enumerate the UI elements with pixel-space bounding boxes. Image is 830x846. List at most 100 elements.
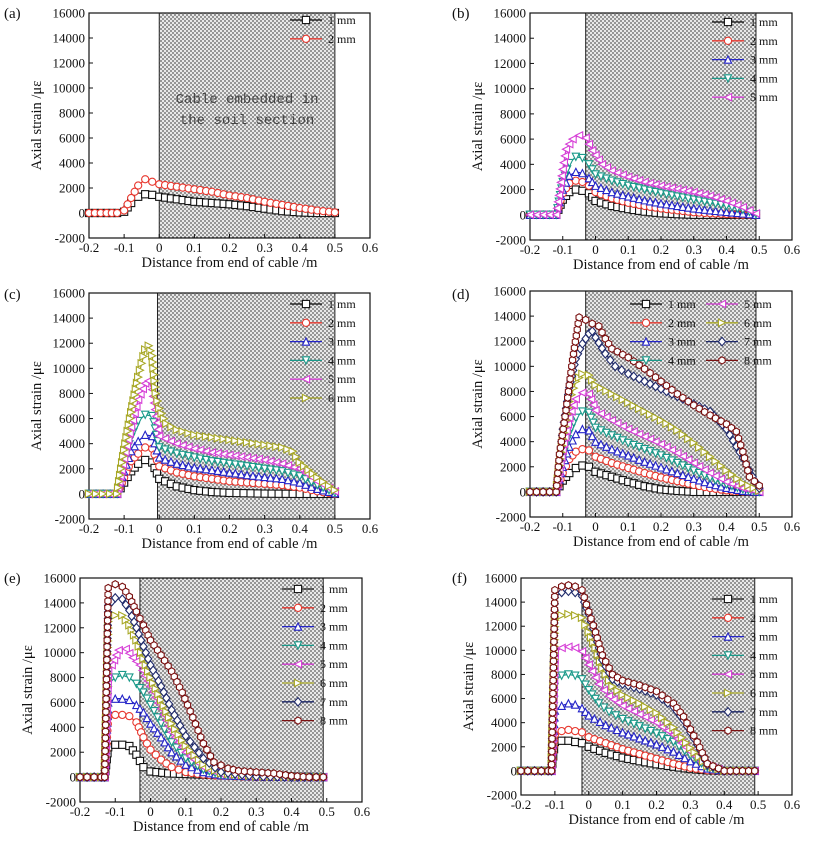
y-tick-label: 16000 (53, 286, 86, 301)
hexagon-marker (561, 412, 569, 421)
triangle-down-marker (293, 641, 303, 651)
legend: 1 mm 2 mm 3 mm 4 mm 5 mm 6 mm (290, 297, 356, 405)
circle-marker (125, 711, 134, 721)
triangle-up-marker (589, 713, 599, 723)
square-marker (239, 489, 248, 498)
hexagon-marker (630, 679, 638, 688)
triangle-right-marker (635, 404, 644, 414)
triangle-up-marker (629, 731, 639, 741)
hexagon-marker (547, 766, 556, 776)
circle-marker (577, 728, 587, 737)
triangle-right-marker (738, 478, 748, 488)
triangle-up-marker (645, 196, 655, 206)
triangle-up-marker (260, 472, 270, 482)
hexagon-marker (101, 753, 109, 762)
triangle-up-marker (612, 446, 622, 456)
circle-marker (301, 318, 311, 327)
triangle-right-marker (618, 395, 628, 405)
legend: 1 mm 2 mm 3 mm 4 mm 5 mm 6 mm 7 mm 8 mm (712, 592, 778, 738)
triangle-right-marker (667, 422, 677, 432)
legend-label: 4 mm (668, 353, 696, 367)
triangle-right-marker (114, 476, 124, 486)
triangle-down-marker (131, 679, 141, 689)
hexagon-marker (569, 349, 578, 359)
y-axis-title: Axial strain /με (470, 359, 486, 449)
triangle-right-marker (231, 436, 241, 446)
hexagon-marker (103, 629, 112, 638)
hexagon-marker (578, 585, 586, 595)
x-axis-title: Distance from end of cable /m (133, 819, 310, 835)
triangle-up-marker (248, 470, 258, 480)
triangle-down-marker (587, 690, 597, 700)
triangle-right-marker (184, 428, 194, 438)
triangle-up-marker (577, 168, 587, 178)
hexagon-marker (101, 772, 109, 782)
triangle-right-marker (186, 746, 195, 756)
y-tick-label: 16000 (44, 571, 77, 586)
triangle-right-marker (591, 380, 601, 390)
square-marker (641, 299, 651, 309)
diamond-marker (199, 753, 208, 764)
chart-panel: -0.2 -0.1 0 0.1 0.2 0.3 0.4 0.5 0.6 -2000 0 2000 400… (452, 284, 801, 551)
circle-marker (723, 613, 733, 622)
hexagon-marker (281, 770, 290, 780)
legend-label: 8 mm (750, 724, 778, 738)
x-tick-label: 0.1 (178, 804, 194, 819)
x-tick-label: 0.5 (319, 804, 335, 819)
hexagon-marker (111, 579, 119, 589)
triangle-left-marker (583, 660, 593, 670)
triangle-down-marker (189, 453, 199, 463)
legend-label: 5 mm (750, 667, 778, 681)
triangle-down-marker (594, 699, 604, 709)
hexagon-marker (557, 437, 566, 446)
triangle-right-marker (272, 442, 282, 452)
triangle-down-marker (641, 356, 651, 366)
triangle-up-marker (181, 759, 191, 769)
triangle-left-marker (716, 474, 726, 484)
triangle-up-marker (689, 473, 699, 483)
triangle-up-marker (178, 460, 188, 470)
triangle-right-marker (127, 407, 136, 417)
triangle-up-marker (110, 693, 120, 703)
triangle-left-marker (556, 643, 566, 653)
hexagon-marker (104, 609, 112, 619)
triangle-up-marker (225, 467, 234, 477)
triangle-up-marker (146, 718, 155, 728)
legend-label: 4 mm (320, 638, 348, 652)
hexagon-marker (553, 481, 561, 490)
square-marker (260, 489, 269, 498)
triangle-left-marker (594, 679, 604, 689)
triangle-right-marker (91, 489, 101, 499)
triangle-up-marker (154, 452, 164, 462)
x-tick-label: 0.2 (221, 240, 237, 255)
y-tick-label: 2000 (500, 182, 526, 197)
triangle-up-marker (156, 732, 166, 742)
hexagon-marker (738, 766, 747, 776)
triangle-left-marker (567, 134, 577, 144)
x-tick-label: 0 (586, 797, 593, 812)
hexagon-marker (755, 481, 763, 490)
triangle-right-marker (700, 447, 710, 457)
hexagon-marker (709, 761, 717, 771)
chart-panel: -0.2 -0.1 0 0.1 0.2 0.3 0.4 0.5 0.6 -2000 0 2000 400… (4, 571, 371, 836)
hexagon-marker (547, 760, 556, 769)
legend-label: 7 mm (744, 335, 772, 349)
hexagon-marker (270, 769, 278, 778)
circle-marker (148, 177, 157, 186)
y-tick-label: 6000 (491, 691, 517, 706)
circle-marker (571, 176, 580, 185)
hexagon-marker (102, 701, 110, 710)
triangle-right-marker (635, 698, 645, 708)
hexagon-marker (559, 424, 567, 434)
legend-label: 2 mm (320, 601, 348, 615)
triangle-right-marker (581, 620, 591, 630)
x-axis-title: Distance from end of cable /m (142, 536, 319, 552)
triangle-up-marker (564, 170, 574, 180)
panel-label: (e) (4, 571, 21, 587)
triangle-up-marker (130, 441, 140, 451)
x-tick-label: 0.4 (718, 242, 735, 257)
triangle-left-marker (588, 400, 598, 410)
hexagon-marker (556, 443, 565, 453)
triangle-right-marker (324, 481, 334, 491)
triangle-right-marker (128, 401, 138, 411)
